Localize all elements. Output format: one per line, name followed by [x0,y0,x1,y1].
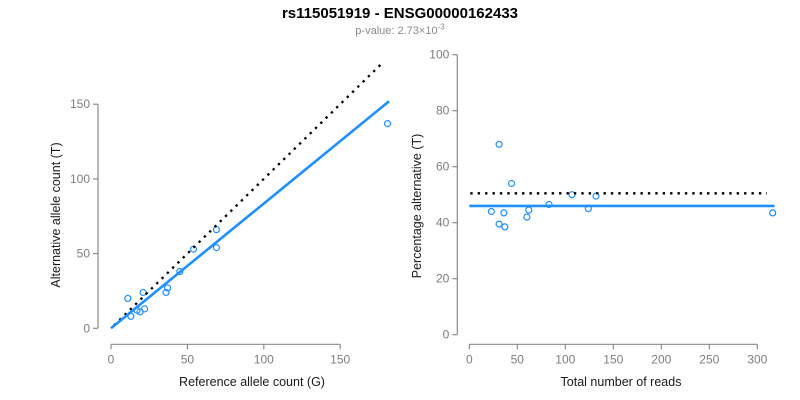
data-point [163,284,172,292]
data-point [500,209,508,217]
x-tick-label: 0 [466,352,473,366]
data-point [383,120,392,128]
data-point [769,209,777,217]
y-tick-label: 0 [443,328,450,342]
y-tick-label: 100 [70,172,90,186]
data-point [523,213,531,221]
x-tick-label: 300 [747,352,767,366]
plot-title: rs115051919 - ENSG00000162433 [281,5,519,22]
data-point [141,305,149,313]
x-axis-title: Total number of reads [561,375,682,389]
data-point [139,288,147,297]
x-tick-label: 100 [254,352,274,366]
x-tick-label: 100 [555,352,575,366]
data-point [545,200,553,209]
x-tick-label: 0 [108,352,115,366]
data-point [525,206,533,214]
y-tick-label: 20 [436,272,450,286]
x-tick-label: 50 [181,352,195,366]
y-tick-label: 0 [83,321,90,335]
y-axis-title: Alternative allele count (T) [49,142,63,287]
x-tick-label: 50 [511,352,525,366]
plot-header: rs115051919 - ENSG00000162433 p-value: 2… [0,5,800,38]
y-tick-label: 50 [77,247,91,261]
y-tick-label: 60 [436,160,450,174]
x-axis-title: Reference allele count (G) [179,375,325,389]
y-axis-title: Percentage alternative (T) [410,134,424,279]
data-point [176,267,184,276]
data-point [507,179,516,188]
y-tick-label: 100 [429,48,449,62]
plot-subtitle: p-value: 2.73×10-3 [0,22,800,38]
data-point [501,223,509,231]
data-point [162,288,170,297]
x-tick-label: 150 [330,352,350,366]
data-point [124,294,132,303]
y-tick-label: 80 [436,104,450,118]
identity-line [113,61,384,327]
y-tick-label: 40 [436,216,450,230]
subtitle-pvalue-text: p-value: 2.73×10 [355,25,438,37]
x-tick-label: 200 [651,352,671,366]
x-tick-label: 150 [603,352,623,366]
data-point [592,192,600,200]
subtitle-exponent: -3 [437,22,445,32]
left-plot: 0 50 100 150 0 50 100 150 Reference allele count… [49,61,392,389]
y-tick-label: 150 [70,97,90,111]
regression-line [110,100,390,330]
data-point [495,220,503,228]
right-plot: 0 20 40 60 80 100 0 50 100 150 200 250 300 Total numb… [410,48,777,389]
data-point [568,191,576,199]
data-point [212,244,221,252]
x-tick-label: 250 [699,352,719,366]
data-point [212,226,221,234]
data-point [495,140,503,148]
data-point [487,207,495,216]
